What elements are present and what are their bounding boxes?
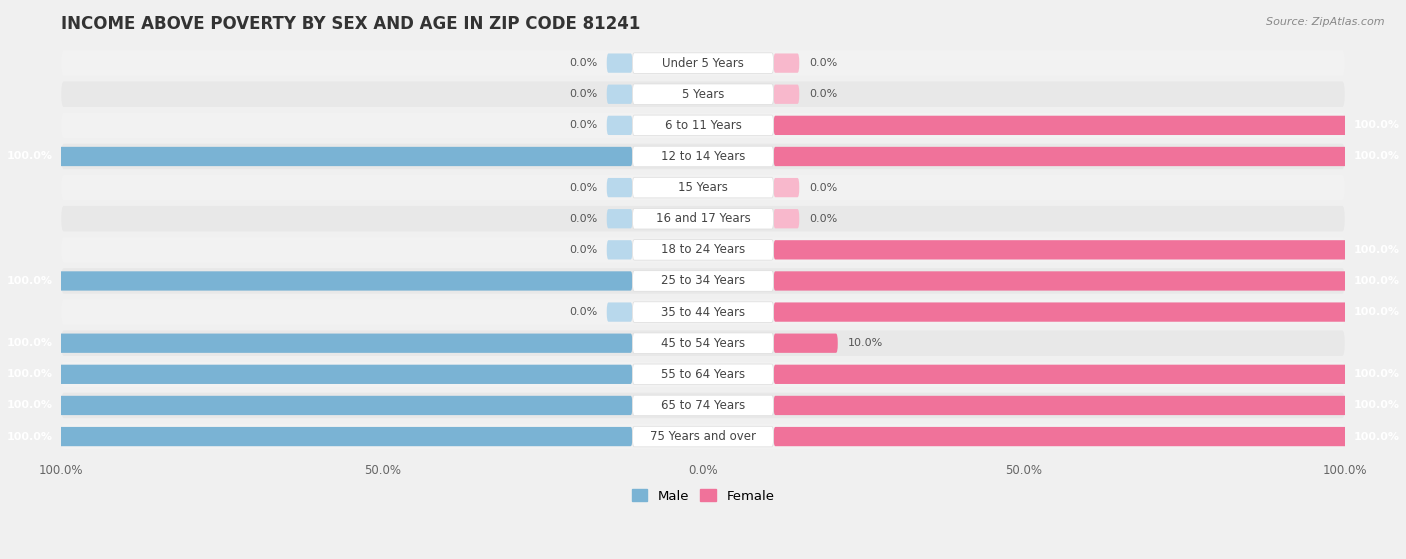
Text: 100.0%: 100.0%	[7, 400, 53, 410]
Text: 100.0%: 100.0%	[1353, 245, 1399, 255]
Text: 0.0%: 0.0%	[569, 120, 598, 130]
FancyBboxPatch shape	[773, 396, 1406, 415]
FancyBboxPatch shape	[773, 54, 799, 73]
Text: 100.0%: 100.0%	[1353, 151, 1399, 162]
Text: 0.0%: 0.0%	[569, 214, 598, 224]
Text: 100.0%: 100.0%	[1353, 307, 1399, 317]
Text: 0.0%: 0.0%	[808, 183, 837, 193]
Text: 12 to 14 Years: 12 to 14 Years	[661, 150, 745, 163]
FancyBboxPatch shape	[607, 178, 633, 197]
FancyBboxPatch shape	[773, 178, 799, 197]
FancyBboxPatch shape	[62, 50, 1344, 76]
Text: 0.0%: 0.0%	[569, 245, 598, 255]
Text: 55 to 64 Years: 55 to 64 Years	[661, 368, 745, 381]
Text: 0.0%: 0.0%	[808, 58, 837, 68]
Text: 100.0%: 100.0%	[1353, 432, 1399, 442]
Text: 100.0%: 100.0%	[1353, 400, 1399, 410]
FancyBboxPatch shape	[773, 334, 838, 353]
FancyBboxPatch shape	[62, 330, 1344, 356]
FancyBboxPatch shape	[773, 240, 1406, 259]
Text: 0.0%: 0.0%	[569, 183, 598, 193]
FancyBboxPatch shape	[633, 177, 773, 198]
FancyBboxPatch shape	[633, 84, 773, 105]
FancyBboxPatch shape	[607, 302, 633, 322]
FancyBboxPatch shape	[607, 84, 633, 104]
FancyBboxPatch shape	[0, 334, 633, 353]
FancyBboxPatch shape	[62, 175, 1344, 200]
FancyBboxPatch shape	[62, 144, 1344, 169]
FancyBboxPatch shape	[633, 271, 773, 291]
Text: 100.0%: 100.0%	[1353, 276, 1399, 286]
FancyBboxPatch shape	[0, 271, 633, 291]
FancyBboxPatch shape	[633, 53, 773, 73]
FancyBboxPatch shape	[62, 268, 1344, 293]
FancyBboxPatch shape	[62, 112, 1344, 138]
FancyBboxPatch shape	[633, 395, 773, 416]
Text: 0.0%: 0.0%	[569, 58, 598, 68]
FancyBboxPatch shape	[62, 299, 1344, 325]
Text: 65 to 74 Years: 65 to 74 Years	[661, 399, 745, 412]
FancyBboxPatch shape	[633, 209, 773, 229]
Text: 100.0%: 100.0%	[7, 432, 53, 442]
FancyBboxPatch shape	[633, 427, 773, 447]
Text: 100.0%: 100.0%	[7, 369, 53, 380]
Text: Source: ZipAtlas.com: Source: ZipAtlas.com	[1267, 17, 1385, 27]
Text: 100.0%: 100.0%	[7, 338, 53, 348]
FancyBboxPatch shape	[0, 147, 633, 166]
FancyBboxPatch shape	[62, 206, 1344, 231]
FancyBboxPatch shape	[607, 116, 633, 135]
Text: 18 to 24 Years: 18 to 24 Years	[661, 243, 745, 257]
Text: 100.0%: 100.0%	[7, 276, 53, 286]
FancyBboxPatch shape	[773, 116, 1406, 135]
FancyBboxPatch shape	[0, 364, 633, 384]
Text: 10.0%: 10.0%	[848, 338, 883, 348]
FancyBboxPatch shape	[773, 84, 799, 104]
FancyBboxPatch shape	[62, 362, 1344, 387]
Text: 6 to 11 Years: 6 to 11 Years	[665, 119, 741, 132]
FancyBboxPatch shape	[633, 302, 773, 323]
FancyBboxPatch shape	[607, 54, 633, 73]
FancyBboxPatch shape	[62, 237, 1344, 263]
Text: Under 5 Years: Under 5 Years	[662, 56, 744, 70]
Text: 16 and 17 Years: 16 and 17 Years	[655, 212, 751, 225]
FancyBboxPatch shape	[633, 364, 773, 385]
Text: INCOME ABOVE POVERTY BY SEX AND AGE IN ZIP CODE 81241: INCOME ABOVE POVERTY BY SEX AND AGE IN Z…	[62, 15, 641, 33]
Text: 100.0%: 100.0%	[1353, 120, 1399, 130]
Legend: Male, Female: Male, Female	[626, 484, 780, 508]
Text: 75 Years and over: 75 Years and over	[650, 430, 756, 443]
FancyBboxPatch shape	[0, 396, 633, 415]
FancyBboxPatch shape	[773, 209, 799, 229]
Text: 0.0%: 0.0%	[808, 214, 837, 224]
Text: 0.0%: 0.0%	[569, 307, 598, 317]
Text: 15 Years: 15 Years	[678, 181, 728, 194]
Text: 100.0%: 100.0%	[7, 151, 53, 162]
Text: 0.0%: 0.0%	[808, 89, 837, 100]
FancyBboxPatch shape	[633, 333, 773, 353]
Text: 35 to 44 Years: 35 to 44 Years	[661, 306, 745, 319]
FancyBboxPatch shape	[773, 427, 1406, 446]
Text: 0.0%: 0.0%	[569, 89, 598, 100]
Text: 25 to 34 Years: 25 to 34 Years	[661, 274, 745, 287]
Text: 100.0%: 100.0%	[1353, 369, 1399, 380]
Text: 5 Years: 5 Years	[682, 88, 724, 101]
FancyBboxPatch shape	[633, 146, 773, 167]
FancyBboxPatch shape	[773, 147, 1406, 166]
FancyBboxPatch shape	[773, 302, 1406, 322]
FancyBboxPatch shape	[62, 424, 1344, 449]
FancyBboxPatch shape	[62, 392, 1344, 418]
FancyBboxPatch shape	[633, 240, 773, 260]
Text: 45 to 54 Years: 45 to 54 Years	[661, 337, 745, 350]
FancyBboxPatch shape	[633, 115, 773, 136]
FancyBboxPatch shape	[773, 364, 1406, 384]
FancyBboxPatch shape	[62, 82, 1344, 107]
FancyBboxPatch shape	[773, 271, 1406, 291]
FancyBboxPatch shape	[0, 427, 633, 446]
FancyBboxPatch shape	[607, 209, 633, 229]
FancyBboxPatch shape	[607, 240, 633, 259]
